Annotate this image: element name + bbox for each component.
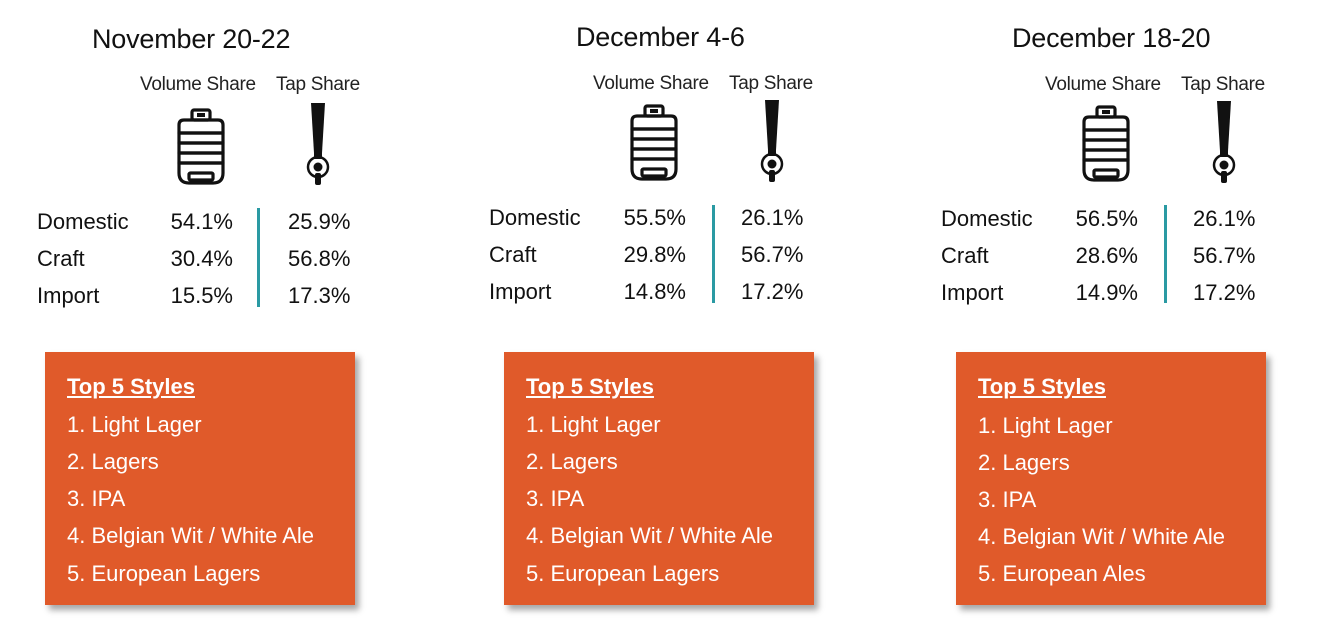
- style-item: 5. European Ales: [978, 561, 1146, 586]
- volume-share-import: 15.5%: [170, 283, 233, 308]
- row-label-craft: Craft: [489, 242, 537, 267]
- tap-share-label: Tap Share: [276, 74, 360, 95]
- style-item: 2. Lagers: [67, 449, 159, 474]
- volume-share-domestic: 54.1%: [170, 209, 233, 234]
- top-styles-heading: Top 5 Styles: [978, 374, 1106, 399]
- row-label-domestic: Domestic: [37, 209, 129, 234]
- volume-share-label: Volume Share: [1045, 74, 1161, 95]
- tap-share-import: 17.2%: [1193, 280, 1256, 305]
- keg-icon: [177, 108, 225, 185]
- row-label-import: Import: [941, 280, 1004, 305]
- volume-share-label: Volume Share: [593, 73, 709, 94]
- period-panel-dec-4-6: December 4-6 Volume Share Tap Share Dome…: [452, 0, 872, 642]
- tap-share-domestic: 26.1%: [1193, 206, 1256, 231]
- row-label-import: Import: [37, 283, 100, 308]
- volume-share-craft: 28.6%: [1075, 243, 1138, 268]
- tap-share-label: Tap Share: [1181, 74, 1265, 95]
- row-label-craft: Craft: [37, 246, 85, 271]
- style-item: 5. European Lagers: [526, 561, 720, 586]
- volume-share-domestic: 56.5%: [1075, 206, 1138, 231]
- period-panel-dec-18-20: December 18-20 Volume Share Tap Share Do…: [904, 0, 1324, 642]
- style-item: 1. Light Lager: [67, 412, 202, 437]
- period-panel-nov-20-22: November 20-22 Volume Share Tap Share Do…: [0, 0, 420, 642]
- tap-share-label: Tap Share: [729, 73, 813, 94]
- style-item: 2. Lagers: [526, 449, 618, 474]
- volume-share-label: Volume Share: [140, 74, 256, 95]
- tap-share-domestic: 25.9%: [288, 209, 351, 234]
- style-item: 4. Belgian Wit / White Ale: [978, 524, 1225, 549]
- volume-share-craft: 29.8%: [623, 242, 686, 267]
- tap-share-craft: 56.8%: [288, 246, 351, 271]
- style-item: 3. IPA: [526, 486, 585, 511]
- style-item: 4. Belgian Wit / White Ale: [526, 523, 773, 548]
- column-divider: [1164, 205, 1167, 303]
- style-item: 1. Light Lager: [978, 413, 1113, 438]
- beer-tap-icon: [306, 103, 330, 185]
- top-styles-box: Top 5 Styles 1. Light Lager 2. Lagers 3.…: [504, 352, 814, 605]
- keg-icon: [1082, 105, 1130, 182]
- beer-tap-icon: [1212, 101, 1236, 183]
- style-item: 3. IPA: [978, 487, 1037, 512]
- top-styles-heading: Top 5 Styles: [526, 374, 654, 399]
- panel-title: December 4-6: [576, 22, 745, 52]
- row-label-domestic: Domestic: [489, 205, 581, 230]
- tap-share-craft: 56.7%: [1193, 243, 1256, 268]
- row-label-domestic: Domestic: [941, 206, 1033, 231]
- panel-title: December 18-20: [1012, 23, 1211, 53]
- style-item: 5. European Lagers: [67, 561, 261, 586]
- volume-share-import: 14.8%: [623, 279, 686, 304]
- style-item: 2. Lagers: [978, 450, 1070, 475]
- style-item: 4. Belgian Wit / White Ale: [67, 523, 314, 548]
- tap-share-import: 17.2%: [741, 279, 804, 304]
- tap-share-domestic: 26.1%: [741, 205, 804, 230]
- top-styles-heading: Top 5 Styles: [67, 374, 195, 399]
- column-divider: [257, 208, 260, 307]
- volume-share-import: 14.9%: [1075, 280, 1138, 305]
- column-divider: [712, 205, 715, 303]
- top-styles-box: Top 5 Styles 1. Light Lager 2. Lagers 3.…: [956, 352, 1266, 605]
- row-label-craft: Craft: [941, 243, 989, 268]
- top-styles-box: Top 5 Styles 1. Light Lager 2. Lagers 3.…: [45, 352, 355, 605]
- row-label-import: Import: [489, 279, 552, 304]
- panel-title: November 20-22: [92, 24, 291, 54]
- beer-tap-icon: [760, 100, 784, 182]
- tap-share-import: 17.3%: [288, 283, 351, 308]
- style-item: 3. IPA: [67, 486, 126, 511]
- keg-icon: [630, 104, 678, 181]
- volume-share-craft: 30.4%: [170, 246, 233, 271]
- style-item: 1. Light Lager: [526, 412, 661, 437]
- tap-share-craft: 56.7%: [741, 242, 804, 267]
- volume-share-domestic: 55.5%: [623, 205, 686, 230]
